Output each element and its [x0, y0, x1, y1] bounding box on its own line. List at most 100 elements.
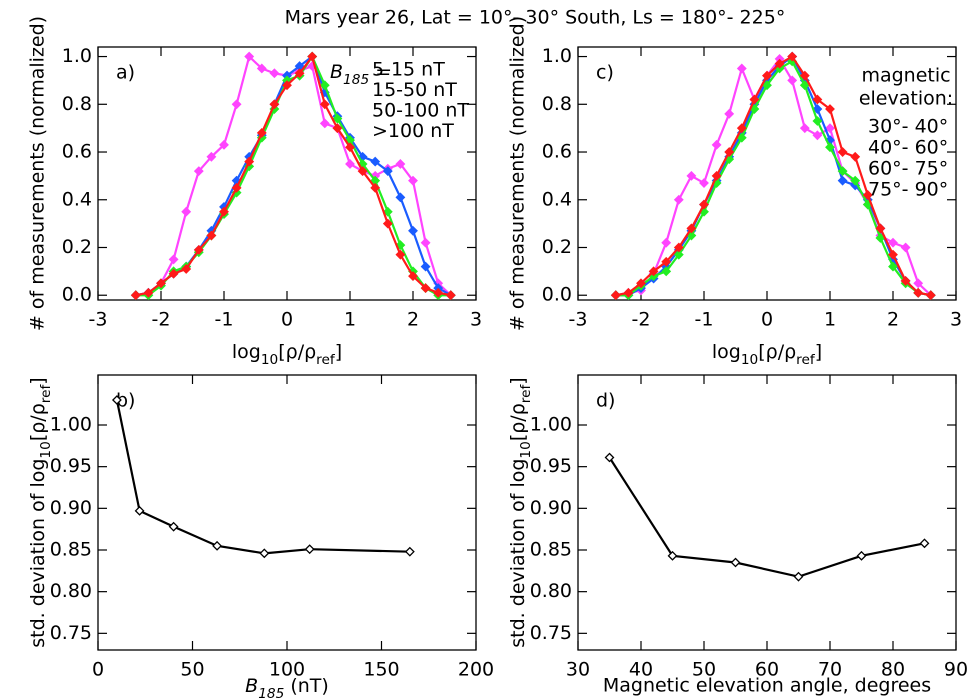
y-tick-label: 0.85: [50, 539, 92, 561]
data-point: [269, 99, 280, 110]
x-tick-label: 90: [944, 659, 968, 681]
data-point: [193, 244, 204, 255]
data-point: [762, 80, 772, 91]
data-point: [888, 261, 898, 272]
x-tick-label: 3: [950, 309, 962, 331]
data-point: [404, 546, 415, 557]
data-point: [711, 170, 722, 181]
y-axis-label: # of measurements (normalized): [507, 16, 529, 331]
data-point: [332, 113, 343, 124]
x-tick-label: 50: [692, 659, 716, 681]
y-axis-label-part: std. deviation of log: [27, 459, 49, 648]
panel-label: c): [596, 62, 614, 84]
data-point: [168, 254, 179, 265]
data-point: [168, 521, 179, 532]
data-line: [135, 54, 452, 297]
data-point: [256, 128, 267, 138]
x-axis-label-part: log: [712, 341, 741, 363]
data-point: [673, 249, 684, 260]
data-point: [825, 142, 835, 153]
data-point: [244, 156, 255, 167]
legend-entry: 50-100 nT: [372, 100, 469, 122]
legend-title: B185 =: [330, 61, 391, 89]
legend-entry: 5-15 nT: [372, 59, 445, 81]
y-axis-label-part: [ρ/ρ: [507, 403, 529, 441]
x-axis-label-part: [ρ/ρ: [758, 341, 796, 363]
data-point: [370, 182, 381, 193]
y-tick-label: 0.75: [50, 622, 92, 644]
data-point: [724, 147, 735, 157]
legend-title-part: 185: [343, 72, 369, 88]
x-axis-label: Magnetic elevation angle, degrees: [603, 675, 931, 697]
x-tick-label: 40: [629, 659, 653, 681]
y-axis-label-part: 10: [518, 441, 534, 458]
data-point: [623, 287, 634, 298]
x-axis-label-part: B: [245, 675, 258, 697]
y-axis-label: # of measurements (normalized): [27, 16, 49, 331]
data-point: [787, 75, 798, 86]
y-tick-label: 0.0: [542, 284, 572, 306]
x-axis-label-part: ref: [796, 352, 816, 368]
x-tick-label: 0: [92, 659, 104, 681]
data-point: [856, 550, 867, 561]
data-point: [825, 123, 835, 134]
data-point: [673, 194, 684, 205]
y-axis-label-part: std. deviation of log: [507, 459, 529, 648]
data-point: [812, 94, 823, 105]
data-point: [900, 242, 911, 253]
x-tick-label: 80: [881, 659, 905, 681]
data-point: [686, 223, 697, 234]
data-point: [799, 70, 810, 81]
legend-entry: 15-50 nT: [372, 79, 457, 101]
panel-label: d): [596, 390, 615, 412]
x-tick-label: 2: [887, 309, 899, 331]
data-point: [875, 223, 886, 234]
data-point: [711, 139, 722, 150]
y-tick-label: 1.00: [530, 414, 572, 436]
data-point: [345, 159, 355, 169]
data-point: [913, 287, 924, 298]
data-point: [319, 80, 330, 91]
data-point: [395, 249, 406, 260]
data-point: [206, 230, 217, 241]
y-tick-label: 0.75: [530, 622, 572, 644]
data-point: [395, 192, 406, 203]
data-line: [608, 456, 925, 578]
x-axis-label: log10[ρ/ρref]: [232, 341, 342, 369]
data-point: [319, 99, 330, 110]
data-point: [345, 142, 355, 153]
x-tick-label: 50: [180, 659, 204, 681]
y-tick-label: 0.80: [50, 580, 92, 602]
y-tick-label: 0.85: [530, 539, 572, 561]
data-point: [699, 199, 709, 210]
panel-label: a): [116, 62, 135, 84]
data-point: [793, 571, 804, 582]
x-tick-label: -1: [695, 309, 714, 331]
x-axis-label-part: 10: [741, 352, 758, 368]
y-axis-label-part: [ρ/ρ: [27, 403, 49, 441]
data-point: [699, 178, 709, 188]
x-axis-label-part: ]: [815, 341, 822, 363]
legend-entry: 75°- 90°: [868, 179, 948, 201]
data-point: [636, 278, 646, 289]
x-tick-label: 60: [755, 659, 779, 681]
data-point: [673, 242, 684, 253]
data-point: [130, 290, 141, 301]
data-point: [749, 94, 760, 105]
data-point: [604, 452, 615, 463]
data-point: [433, 287, 444, 298]
panel-label: b): [116, 390, 135, 412]
y-axis-label-part: ref: [518, 384, 534, 404]
y-tick-label: 0.90: [50, 497, 92, 519]
y-tick-label: 0.95: [530, 455, 572, 477]
data-point: [445, 290, 456, 301]
data-point: [661, 266, 672, 277]
y-tick-label: 0.90: [530, 497, 572, 519]
data-point: [168, 268, 179, 279]
data-point: [231, 182, 242, 193]
data-point: [282, 80, 292, 91]
data-point: [111, 395, 122, 405]
data-point: [730, 557, 741, 568]
